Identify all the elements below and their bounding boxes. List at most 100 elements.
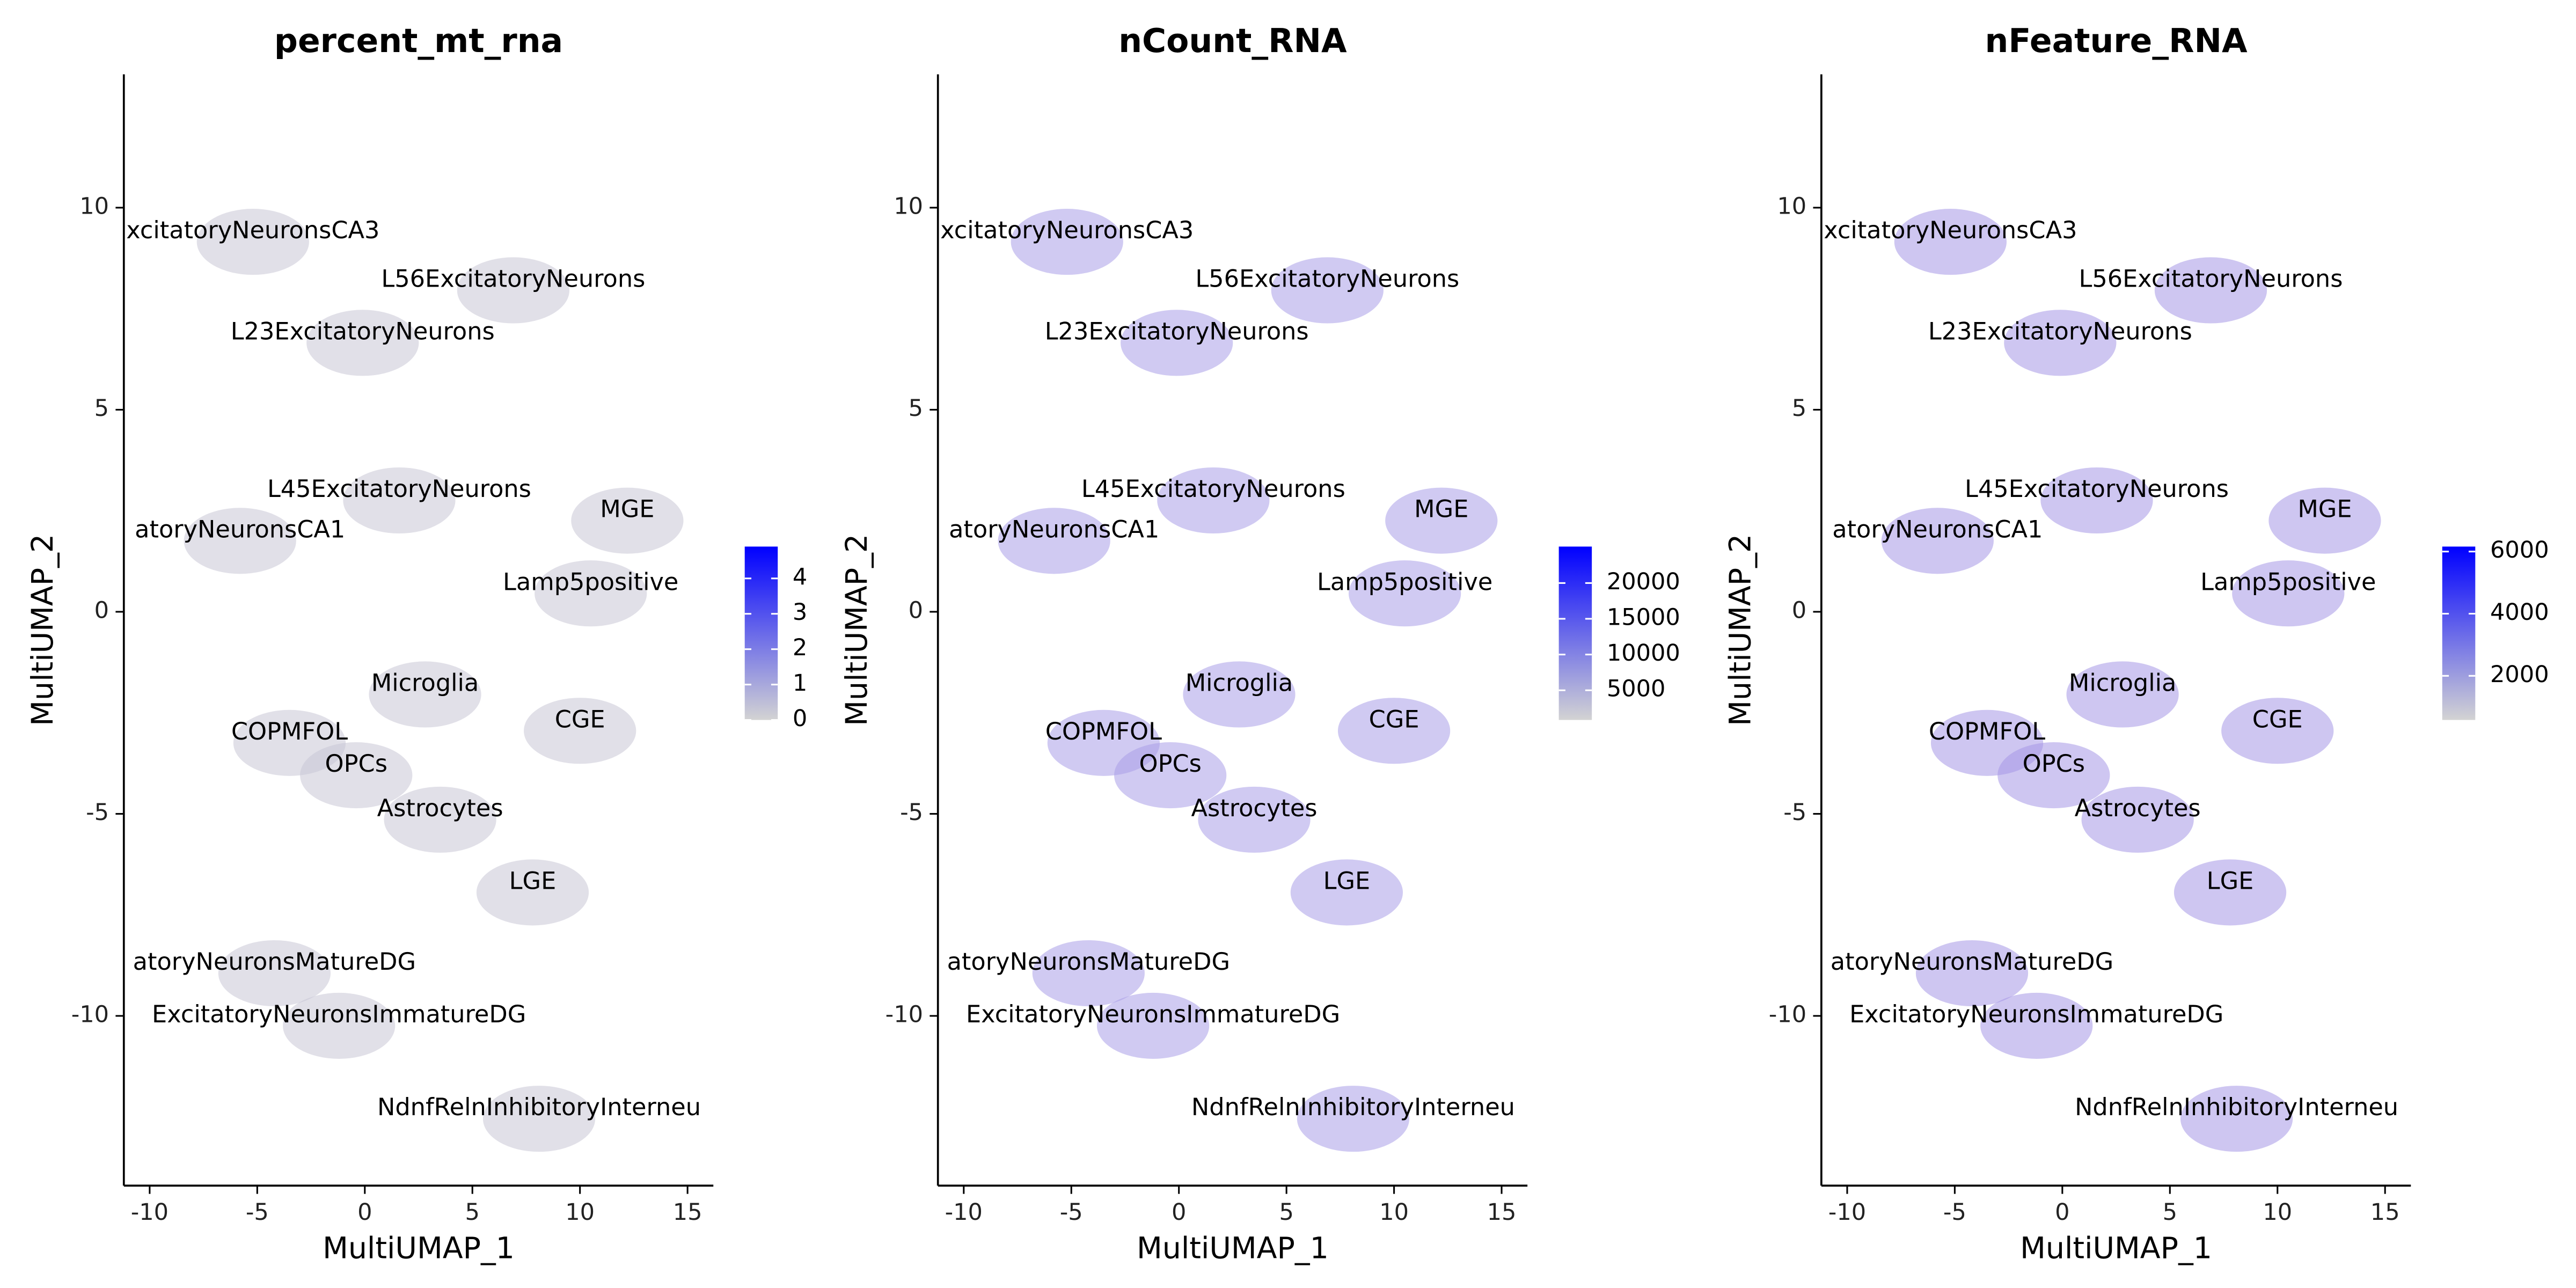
cluster-label: Microglia [2069,669,2177,697]
x-tick-label: 5 [2163,1199,2177,1226]
x-tick-label: -10 [131,1199,169,1226]
cluster-label: CGE [555,705,605,733]
cell-cloud [1183,661,1296,728]
cluster-label: Lamp5positive [503,568,678,596]
cell-cloud [1271,257,1384,324]
y-tick-label: 5 [1792,395,1806,422]
cluster-label: atoryNeuronsMatureDG [1831,948,2113,976]
colorbar-tick-label: 1 [793,670,807,697]
cluster-label: LGE [1323,867,1371,895]
y-tick-label: -5 [1783,799,1806,826]
cell-cloud [2040,467,2153,534]
cluster-label: L56ExcitatoryNeurons [1195,265,1459,292]
y-tick-label: -10 [885,1001,923,1028]
cell-cloud [1121,310,1233,376]
cell-cloud [1297,1086,1410,1152]
x-tick-label: 10 [565,1199,595,1226]
cluster-label: atoryNeuronsCA1 [949,515,1159,543]
cell-cloud [535,560,647,627]
y-tick-label: 0 [909,597,923,624]
panel-title: nCount_RNA [1118,21,1347,60]
colorbar [2442,546,2476,720]
x-tick-label: 5 [1279,1199,1293,1226]
cluster-label: Astrocytes [377,794,503,822]
cell-cloud [2154,257,2267,324]
colorbar-tick-label: 15000 [1607,604,1680,631]
cluster-label: atoryNeuronsMatureDG [947,948,1230,976]
cluster-label: LGE [509,867,557,895]
cell-cloud [196,209,309,275]
x-tick-label: -10 [945,1199,983,1226]
cluster-label: COPMFOL [1929,718,2045,745]
cell-cloud [2180,1086,2293,1152]
x-tick-label: 0 [357,1199,372,1226]
cluster-label: Astrocytes [1191,794,1318,822]
colorbar-tick-label: 2000 [2490,661,2549,688]
cluster-label: atoryNeuronsCA1 [135,515,345,543]
cluster-label: L23ExcitatoryNeurons [231,317,495,345]
colorbar-tick-label: 4000 [2490,599,2549,626]
cluster-label: NdnfRelnInhibitoryInterneu [377,1093,701,1121]
cell-cloud [457,257,570,324]
y-tick-label: 0 [1792,597,1806,624]
colorbar-tick-label: 4 [793,564,807,590]
x-tick-label: -5 [1943,1199,1966,1226]
cluster-label: L45ExcitatoryNeurons [1081,475,1345,503]
cell-cloud [306,310,419,376]
y-tick-label: 0 [94,597,109,624]
cell-cloud [2221,698,2334,764]
cluster-label: OPCs [2023,750,2085,778]
cluster-label: NdnfRelnInhibitoryInterneu [1191,1093,1515,1121]
cell-cloud [1894,209,2007,275]
x-tick-label: -5 [246,1199,269,1226]
colorbar-tick-label: 5000 [1607,676,1666,702]
cluster-label: L45ExcitatoryNeurons [1965,475,2229,503]
x-tick-label: 10 [1379,1199,1409,1226]
panel-title: nFeature_RNA [1985,21,2248,60]
y-tick-label: 10 [894,193,923,219]
cell-cloud [184,508,296,574]
cluster-label: atoryNeuronsCA1 [1832,515,2043,543]
x-tick-label: -10 [1828,1199,1866,1226]
colorbar-tick-label: 3 [793,599,807,626]
y-tick-label: 10 [1777,193,1806,219]
x-tick-label: 15 [1487,1199,1517,1226]
cluster-label: Microglia [1185,669,1293,697]
y-tick-label: 5 [94,395,109,422]
cell-cloud [218,940,331,1007]
cluster-label: LGE [2207,867,2254,895]
cluster-label: Lamp5positive [2200,568,2376,596]
cell-cloud [524,698,636,764]
x-tick-label: 15 [673,1199,702,1226]
x-axis-label: MultiUMAP_1 [1137,1231,1329,1265]
cell-cloud [283,992,396,1059]
cell-cloud [1385,487,1498,554]
x-tick-label: 0 [1172,1199,1186,1226]
cell-cloud [1198,786,1311,853]
cell-cloud [1915,940,2029,1007]
y-tick-label: -10 [1769,1001,1806,1028]
cluster-label: MGE [2297,495,2352,523]
x-tick-label: 15 [2370,1199,2400,1226]
cell-cloud [2232,560,2345,627]
cluster-label: L56ExcitatoryNeurons [381,265,645,292]
cluster-label: OPCs [1139,750,1201,778]
cell-cloud [1290,859,1403,926]
cell-cloud [571,487,684,554]
panel: percent_mt_rna xcitatoryNeuronsCA3L56Exci… [26,21,807,1265]
cell-cloud [300,742,413,809]
y-tick-label: 10 [79,193,109,219]
cluster-label: ExcitatoryNeuronsImmatureDG [152,1000,526,1028]
cluster-label: NdnfRelnInhibitoryInterneu [2075,1093,2398,1121]
x-tick-label: -5 [1060,1199,1083,1226]
y-tick-label: -10 [71,1001,109,1028]
cluster-label: ExcitatoryNeuronsImmatureDG [966,1000,1340,1028]
cluster-label: L23ExcitatoryNeurons [1928,317,2192,345]
cluster-label: xcitatoryNeuronsCA3 [940,216,1194,244]
cell-cloud [1032,940,1145,1007]
cluster-label: OPCs [325,750,387,778]
colorbar-tick-label: 6000 [2490,537,2549,564]
